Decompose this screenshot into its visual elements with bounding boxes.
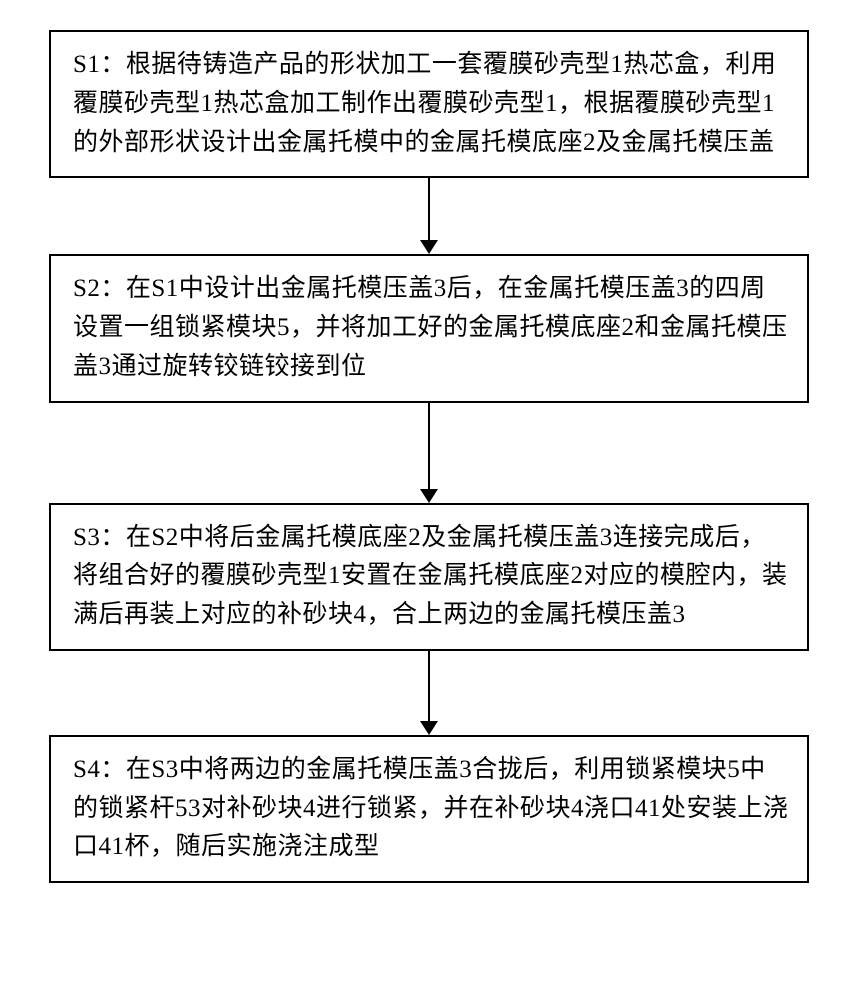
- step-box-s4: S4：在S3中将两边的金属托模压盖3合拢后，利用锁紧模块5中的锁紧杆53对补砂块…: [49, 735, 809, 883]
- down-arrow-icon: [419, 178, 439, 254]
- flowchart-container: S1：根据待铸造产品的形状加工一套覆膜砂壳型1热芯盒，利用覆膜砂壳型1热芯盒加工…: [0, 0, 858, 903]
- down-arrow-icon: [419, 651, 439, 735]
- step-text: S3：在S2中将后金属托模底座2及金属托模压盖3连接完成后，将组合好的覆膜砂壳型…: [73, 524, 788, 629]
- arrow-3: [419, 651, 439, 735]
- step-text: S2：在S1中设计出金属托模压盖3后，在金属托模压盖3的四周设置一组锁紧模块5，…: [73, 275, 788, 380]
- arrow-1: [419, 178, 439, 254]
- step-text: S1：根据待铸造产品的形状加工一套覆膜砂壳型1热芯盒，利用覆膜砂壳型1热芯盒加工…: [73, 51, 776, 156]
- down-arrow-icon: [419, 403, 439, 503]
- arrow-2: [419, 403, 439, 503]
- step-box-s1: S1：根据待铸造产品的形状加工一套覆膜砂壳型1热芯盒，利用覆膜砂壳型1热芯盒加工…: [49, 30, 809, 178]
- step-text: S4：在S3中将两边的金属托模压盖3合拢后，利用锁紧模块5中的锁紧杆53对补砂块…: [73, 756, 789, 861]
- step-box-s2: S2：在S1中设计出金属托模压盖3后，在金属托模压盖3的四周设置一组锁紧模块5，…: [49, 254, 809, 402]
- step-box-s3: S3：在S2中将后金属托模底座2及金属托模压盖3连接完成后，将组合好的覆膜砂壳型…: [49, 503, 809, 651]
